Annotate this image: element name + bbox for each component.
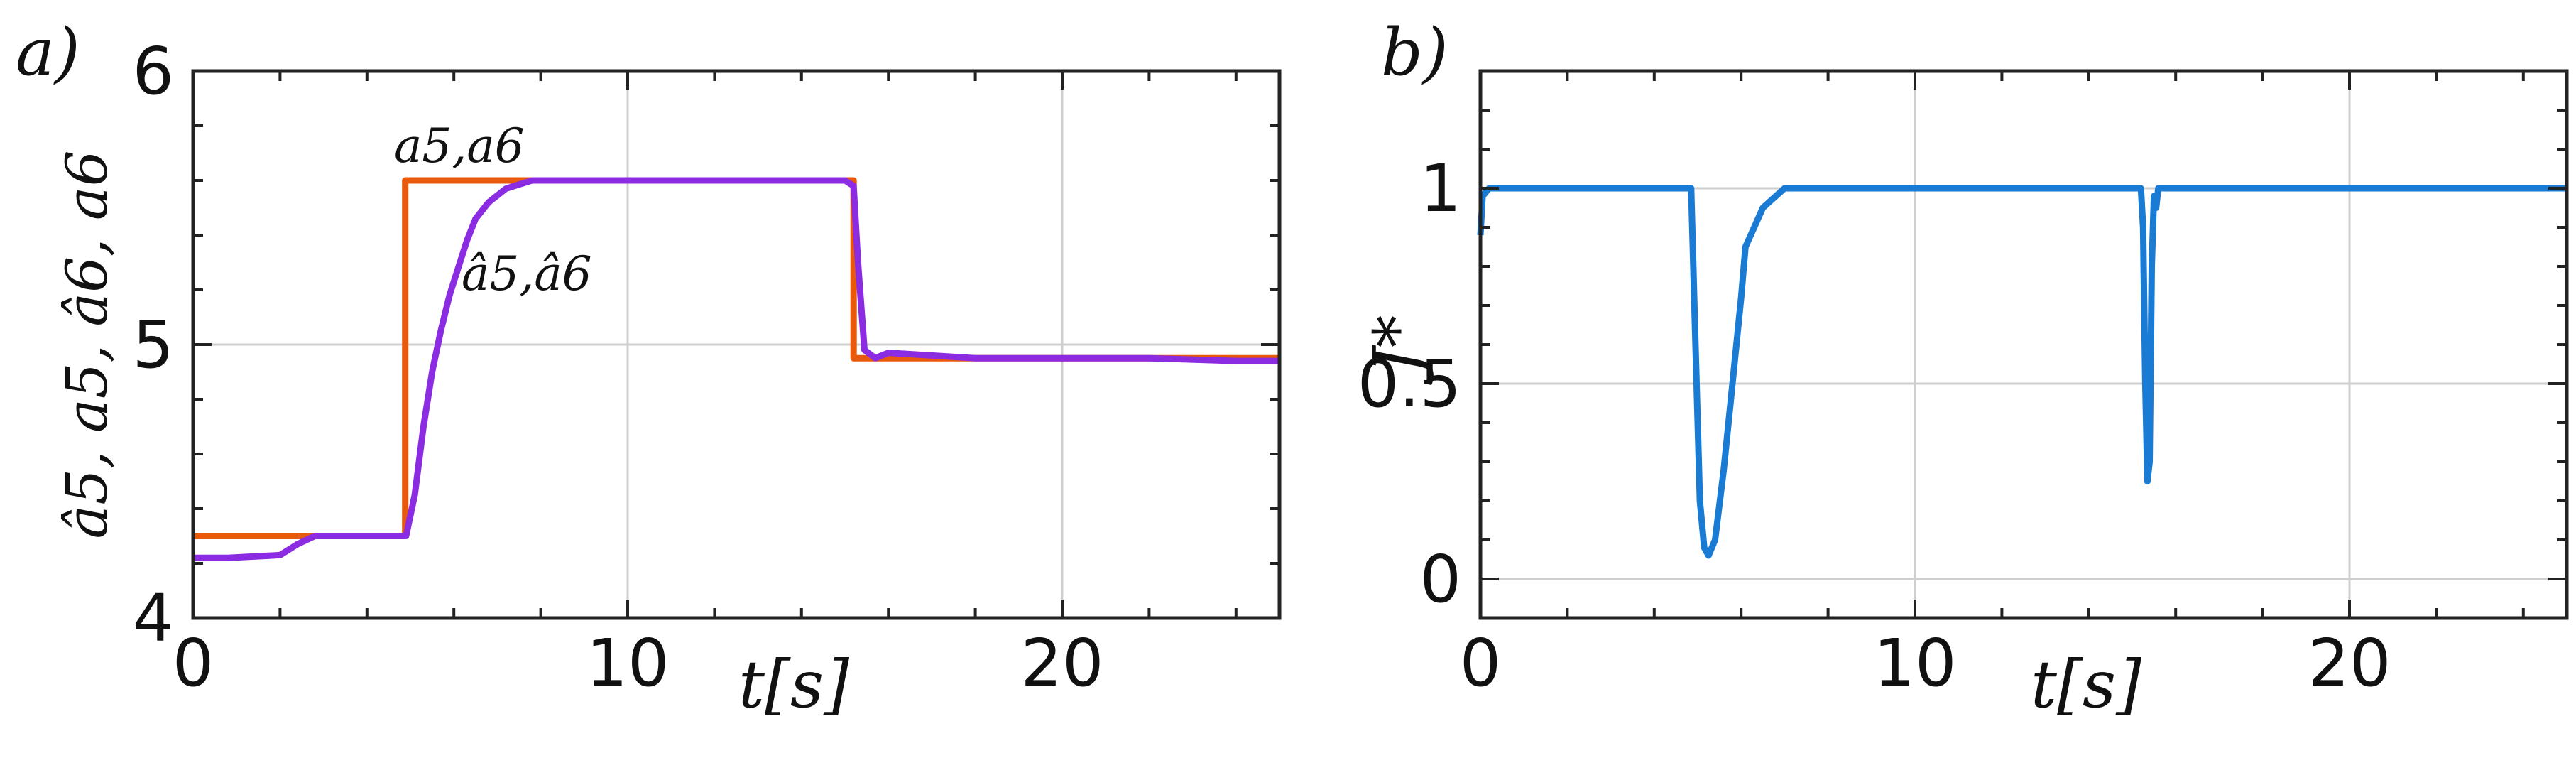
panel-b-tick-labels: 0 10 20 0 0.5 1 [1358,151,2391,701]
panel-b-xlabel: t[s] [2031,646,2141,722]
annotation-estimated-params: â5,â6 [462,247,592,301]
y-tick-label: 5 [132,307,174,383]
panel-b-ylabel: J* [1360,315,1436,386]
panel-a: a) 0 10 20 4 5 6 t[s] â5, a5, â6, a6 a5,a6 â5… [16,14,1282,722]
panel-a-ylabel: â5, a5, â6, a6 [54,151,120,539]
y-tick-label: 1 [1419,151,1461,227]
x-tick-label: 0 [1460,625,1502,701]
panel-a-xlabel: t[s] [738,646,849,722]
panel-b-label: b) [1381,14,1448,90]
x-tick-label: 10 [1873,625,1956,701]
panel-a-tick-labels: 0 10 20 4 5 6 [132,33,1103,701]
x-tick-label: 20 [2308,625,2391,701]
panel-a-series [193,177,1279,561]
y-tick-label: 6 [132,33,174,109]
panel-b-series [1477,185,2567,559]
panel-b-grid [1479,71,2567,618]
y-tick-label: 4 [132,580,174,656]
series-line-estimated-params [193,177,1279,561]
x-tick-label: 0 [173,625,214,701]
series-line-j-star [1477,185,2567,559]
x-tick-label: 10 [586,625,669,701]
panel-a-label: a) [16,14,80,90]
panel-b: b) 0 10 20 0 0.5 1 t[s] J* [1358,14,2569,722]
y-tick-label: 0 [1419,541,1461,617]
panel-a-ticks [192,70,1279,619]
panel-b-frame [1478,69,2569,620]
panel-b-ticks [1479,70,2567,619]
x-tick-label: 20 [1020,625,1103,701]
y-tick-label: 0.5 [1358,346,1461,422]
annotation-true-params: a5,a6 [394,119,525,173]
